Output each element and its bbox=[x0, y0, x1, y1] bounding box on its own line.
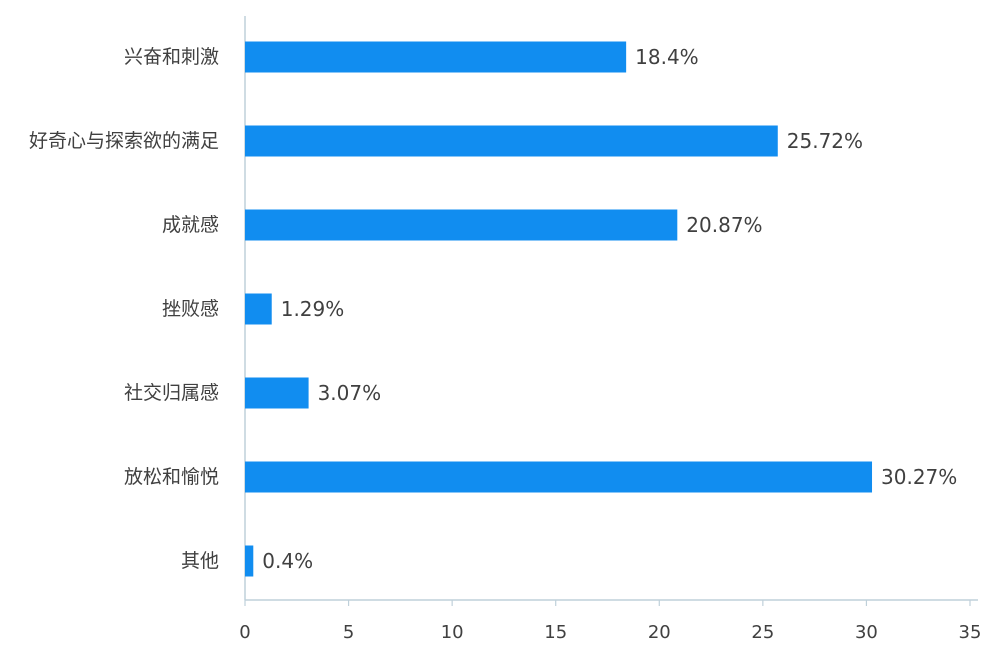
data-label: 1.29% bbox=[281, 297, 345, 321]
category-label: 好奇心与探索欲的满足 bbox=[29, 130, 219, 152]
x-tick-label: 15 bbox=[544, 622, 567, 643]
category-label: 成就感 bbox=[162, 214, 219, 236]
bar bbox=[245, 125, 778, 157]
category-label: 社交归属感 bbox=[124, 382, 219, 404]
bar bbox=[245, 293, 272, 325]
bar bbox=[245, 209, 678, 241]
x-tick-label: 5 bbox=[343, 622, 354, 643]
x-tick-label: 0 bbox=[239, 622, 250, 643]
bar bbox=[245, 545, 254, 577]
x-tick-labels: 0 5 10 15 20 25 30 35 bbox=[239, 622, 981, 643]
category-label: 放松和愉悦 bbox=[124, 466, 219, 488]
chart-axes bbox=[244, 16, 978, 606]
category-label: 其他 bbox=[181, 550, 219, 572]
x-tick-label: 10 bbox=[441, 622, 464, 643]
chart-bars bbox=[245, 41, 873, 577]
data-label: 25.72% bbox=[787, 129, 863, 153]
x-tick-label: 30 bbox=[855, 622, 878, 643]
x-tick-label: 25 bbox=[751, 622, 774, 643]
category-label: 兴奋和刺激 bbox=[124, 46, 219, 68]
data-label: 0.4% bbox=[262, 549, 313, 573]
bar bbox=[245, 41, 627, 73]
data-label: 3.07% bbox=[318, 381, 382, 405]
data-label: 18.4% bbox=[635, 45, 699, 69]
category-label: 挫败感 bbox=[162, 298, 219, 320]
data-labels: 18.4% 25.72% 20.87% 1.29% 3.07% 30.27% 0.4% bbox=[262, 45, 957, 573]
x-tick-label: 35 bbox=[959, 622, 982, 643]
bar bbox=[245, 377, 309, 409]
data-label: 30.27% bbox=[881, 465, 957, 489]
data-label: 20.87% bbox=[686, 213, 762, 237]
x-tick-label: 20 bbox=[648, 622, 671, 643]
bar bbox=[245, 461, 873, 493]
